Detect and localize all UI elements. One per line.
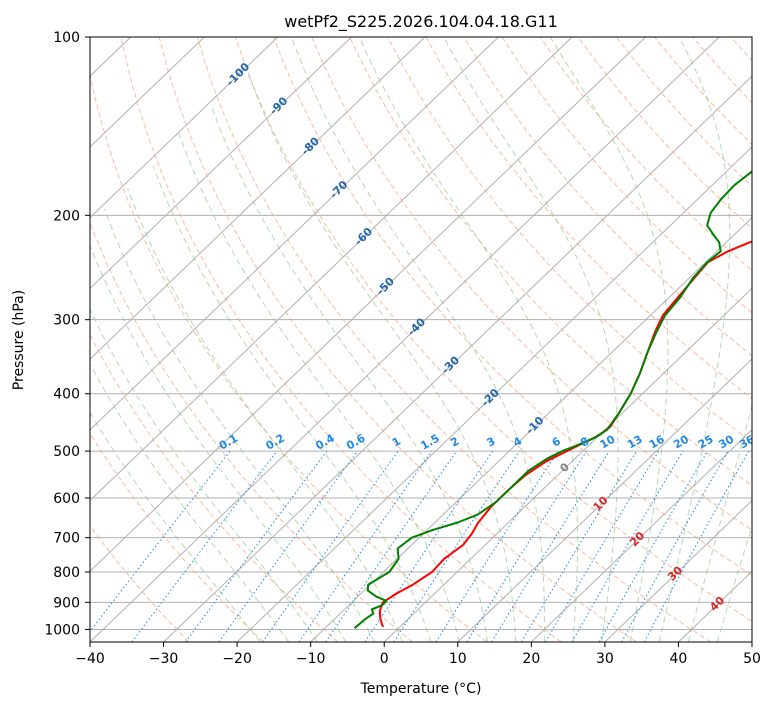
moist-adiabat <box>90 244 347 642</box>
sounding-profiles <box>353 170 752 629</box>
y-tick-label: 100 <box>53 30 80 46</box>
moist-adiabat <box>152 165 432 642</box>
dry-adiabat <box>90 524 190 642</box>
dry-adiabat <box>90 220 413 642</box>
isotherm-gridline <box>383 287 752 642</box>
x-tick-label: 40 <box>670 651 688 667</box>
y-tick-label: 700 <box>53 531 80 547</box>
dry-adiabat <box>463 37 752 357</box>
moist-adiabat <box>658 37 731 642</box>
x-tick-label: −10 <box>296 651 326 667</box>
moist-adiabat <box>210 104 488 642</box>
mixing-ratio-line <box>298 450 433 642</box>
isotherm-gridline <box>90 37 352 290</box>
moist-adiabat <box>90 411 261 642</box>
mixing-ratio-line <box>218 450 359 642</box>
x-axis-label: Temperature (°C) <box>360 681 482 697</box>
mixing-ratio-line <box>598 450 708 642</box>
mixing-ratio-line <box>185 450 328 642</box>
x-tick-label: −40 <box>75 651 105 667</box>
isotherm-gridline <box>751 641 752 642</box>
mixing-ratio-line <box>131 450 278 642</box>
isotherm-gridline <box>310 216 752 642</box>
isotherm-gridline <box>90 37 720 642</box>
moist-adiabat <box>90 308 318 642</box>
x-tick-label: 0 <box>380 651 389 667</box>
moist-adiabat <box>687 403 752 642</box>
moist-adiabat <box>247 72 517 642</box>
y-tick-label: 1000 <box>44 622 80 638</box>
moist-adiabat <box>127 188 404 642</box>
mixing-ratio-label: 36 <box>737 432 757 451</box>
mixing-ratio-line <box>521 450 638 642</box>
isotherm-gridline <box>0 37 57 642</box>
x-axis: −40 −30 −20 −10 0 10 20 30 40 50 <box>75 642 761 667</box>
isotherm-gridline <box>90 37 573 502</box>
dry-adiabat <box>501 37 752 314</box>
moist-adiabat <box>291 37 545 642</box>
dry-adiabat <box>90 72 488 642</box>
mixing-ratio-line <box>643 450 750 642</box>
moist-adiabat <box>358 37 579 642</box>
y-tick-label: 300 <box>53 313 80 329</box>
x-tick-label: 50 <box>743 651 761 667</box>
isotherm-gridline <box>236 146 752 642</box>
y-tick-label: 600 <box>53 491 80 507</box>
y-tick-label: 500 <box>53 444 80 460</box>
plot-frame <box>89 36 753 643</box>
x-tick-label: 30 <box>596 651 614 667</box>
y-axis: 1000 900 800 700 600 500 400 300 200 100 <box>44 30 90 638</box>
moist-adiabat <box>716 524 752 642</box>
mixing-ratio-lines <box>90 450 750 642</box>
isotherm-gridline <box>90 37 499 431</box>
mixing-ratio-line <box>435 450 559 642</box>
dry-adiabat <box>90 432 264 642</box>
x-tick-label: 20 <box>522 651 540 667</box>
y-tick-label: 400 <box>53 387 80 403</box>
moist-adiabat <box>178 132 460 642</box>
isotherm-gridline <box>90 37 426 360</box>
mixing-ratio-line <box>621 450 729 642</box>
y-axis-label: Pressure (hPa) <box>11 290 27 390</box>
dry-adiabat <box>769 37 775 642</box>
isotherm-gridline <box>530 429 752 642</box>
y-tick-label: 900 <box>53 595 80 611</box>
isotherm-gridline <box>457 358 752 642</box>
dry-adiabats <box>90 37 775 642</box>
x-tick-label: 10 <box>449 651 467 667</box>
grid <box>0 37 752 642</box>
isotherm-gridline <box>163 75 752 642</box>
moist-adiabat <box>104 208 375 642</box>
mixing-ratio-line <box>491 450 610 642</box>
plot-background <box>90 37 752 642</box>
isotherm-gridline <box>90 37 646 572</box>
dry-adiabat <box>311 37 752 531</box>
x-tick-label: −30 <box>149 651 179 667</box>
dewpoint-profile-line <box>353 170 752 629</box>
moist-adiabat <box>90 362 290 642</box>
mixing-ratio-line <box>262 450 399 642</box>
x-tick-label: −20 <box>222 651 252 667</box>
dry-adiabat <box>196 37 712 642</box>
dry-adiabat <box>120 37 562 642</box>
mixing-ratio-line <box>393 450 520 642</box>
chart-title: wetPf2_S225.2026.104.04.18.G11 <box>284 12 558 32</box>
y-tick-label: 800 <box>53 565 80 581</box>
dry-adiabat <box>387 37 752 443</box>
mixing-ratio-line <box>325 450 458 642</box>
isotherm-gridline <box>604 499 752 642</box>
moist-adiabat <box>443 37 619 642</box>
isotherm-gridline <box>90 37 205 148</box>
moist-adiabat <box>549 37 669 642</box>
isotherm-gridline <box>90 37 279 219</box>
y-tick-label: 200 <box>53 208 80 224</box>
moist-adiabats <box>90 37 752 642</box>
dry-adiabat <box>273 37 752 576</box>
